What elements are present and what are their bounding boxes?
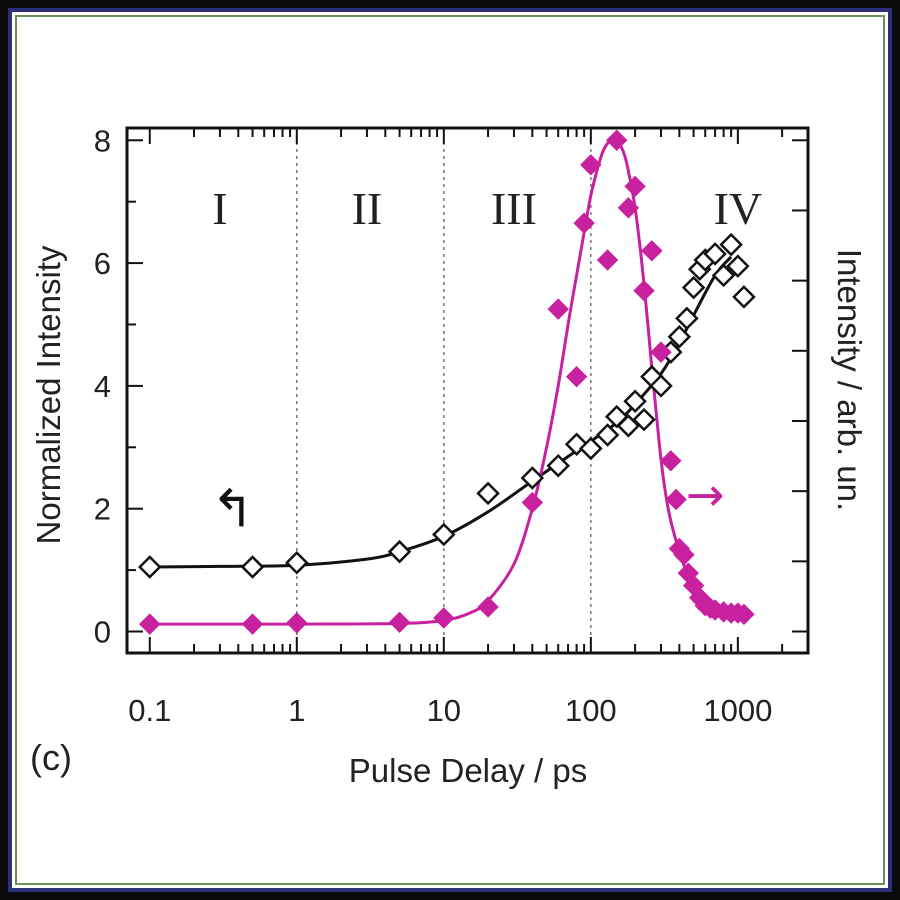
filled-diamond-point (388, 611, 411, 634)
open-diamond-point (719, 232, 743, 257)
x-tick-label: 10 (427, 693, 461, 728)
plot-area-border (125, 126, 810, 655)
open-diamond-point (623, 389, 647, 414)
filled-diamond-point (573, 212, 595, 234)
open-diamond-point (632, 407, 656, 432)
filled-diamond-point (673, 544, 695, 566)
left-axis-arrow: ↰ (211, 480, 255, 540)
filled-diamond-point (641, 240, 663, 262)
y-axis-title: Normalized Intensity (30, 245, 67, 544)
region-divider-layer (296, 128, 592, 653)
open-diamond-point (703, 242, 727, 266)
open-diamond-point (285, 550, 309, 575)
filled-diamond-point (665, 488, 687, 511)
y-tick-label: 4 (94, 369, 111, 404)
filled-diamond-point (580, 154, 602, 176)
x-tick-label: 100 (565, 693, 617, 728)
open-diamond-point (649, 374, 673, 398)
tick-marks (127, 128, 809, 653)
filled-diamond-point (241, 613, 264, 635)
filled-diamond-point (633, 280, 655, 302)
filled-diamond-point (139, 613, 161, 635)
filled-diamond-point (733, 603, 755, 626)
region-labels: I II III IV (212, 183, 762, 234)
open-diamond-point (732, 285, 756, 309)
open-diamond-point (726, 254, 750, 278)
y-tick-label: 0 (94, 615, 111, 650)
filled-diamond-point (596, 249, 619, 271)
open-diamond-point (138, 555, 162, 579)
open-diamond-point (579, 436, 603, 461)
data-markers (138, 129, 756, 635)
open-diamond-point (595, 423, 620, 447)
open-diamond-point (476, 481, 500, 506)
frame-highlight (15, 15, 885, 885)
open-diamond-point (387, 539, 412, 564)
filled-diamond-point (286, 612, 308, 634)
x-tick-labels: 0.1 1 10 100 1000 (128, 693, 772, 728)
x-axis-title: Pulse Delay / ps (349, 752, 587, 789)
y-tick-labels: 0 2 4 6 8 (94, 123, 111, 649)
x-tick-label: 1 (288, 693, 305, 728)
filled-diamond-point (565, 365, 588, 388)
filled-diamond-point (606, 129, 628, 151)
y2-axis-title: Intensity / arb. un. (831, 249, 868, 511)
open-diamond-point (546, 453, 570, 478)
open-diamond-point (681, 275, 706, 300)
y-tick-label: 8 (94, 123, 111, 158)
open-diamond-point (711, 263, 736, 288)
x-tick-label: 0.1 (128, 693, 171, 728)
y-tick-label: 6 (94, 246, 111, 281)
open-diamond-point (616, 414, 641, 438)
y-tick-label: 2 (94, 492, 111, 527)
right-axis-arrow: → (686, 467, 725, 521)
open-diamond-point (675, 306, 699, 331)
panel-label: (c) (30, 737, 72, 778)
open-diamond-point (432, 522, 456, 547)
filled-diamond-point (624, 175, 646, 198)
filled-diamond-point (433, 607, 455, 629)
region-label: IV (714, 183, 763, 234)
filled-diamond-point (547, 298, 569, 320)
region-label: II (352, 183, 383, 234)
inner-frame-border (8, 8, 892, 892)
filled-diamond-point (660, 450, 682, 472)
open-diamond-point (667, 325, 692, 349)
filled-diamond-point (521, 491, 544, 514)
filled-diamond-point (477, 596, 499, 618)
open-diamond-point (240, 555, 265, 579)
filled-diamond-point (650, 341, 672, 363)
region-label: I (212, 183, 227, 234)
region-label: III (491, 183, 537, 234)
filled-diamond-point (617, 197, 640, 219)
open-diamond-point (520, 466, 545, 490)
x-tick-label: 1000 (703, 693, 772, 728)
